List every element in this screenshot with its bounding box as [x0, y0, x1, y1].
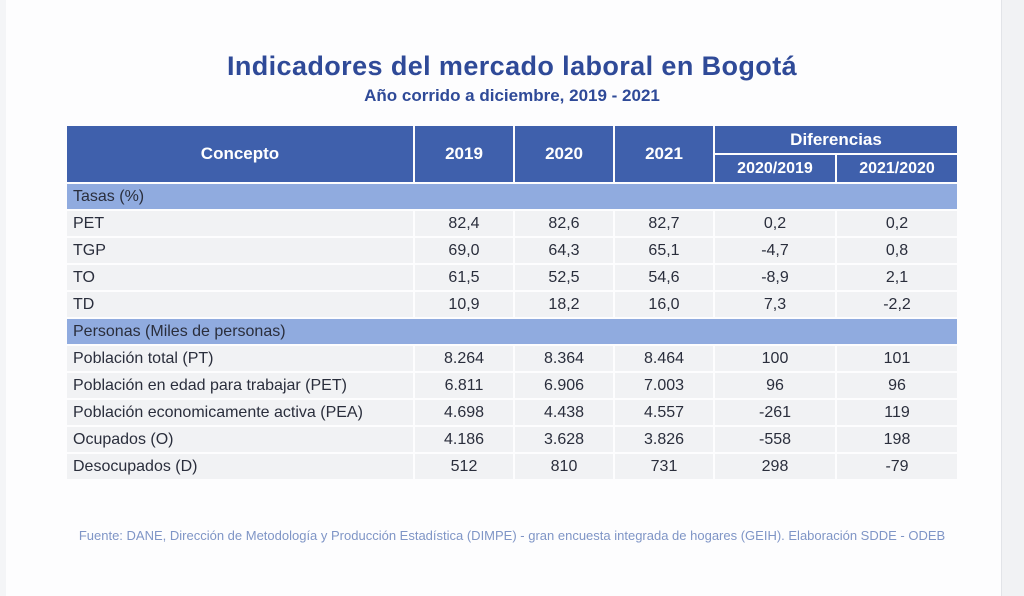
- cell-diff-2021-2020: 101: [837, 346, 958, 371]
- cell-2019: 8.264: [415, 346, 513, 371]
- cell-2021: 65,1: [615, 238, 713, 263]
- page-subtitle: Año corrido a diciembre, 2019 - 2021: [364, 86, 660, 105]
- cell-2021: 8.464: [615, 346, 713, 371]
- header-2019: 2019: [415, 126, 513, 182]
- row-concept: Población en edad para trabajar (PET): [67, 373, 413, 398]
- cell-diff-2021-2020: -79: [837, 454, 958, 479]
- cell-2020: 3.628: [515, 427, 613, 452]
- header-2020: 2020: [515, 126, 613, 182]
- cell-diff-2021-2020: -2,2: [837, 292, 958, 317]
- cell-2021: 54,6: [615, 265, 713, 290]
- cell-diff-2021-2020: 2,1: [837, 265, 958, 290]
- header-2021: 2021: [615, 126, 713, 182]
- cell-2020: 4.438: [515, 400, 613, 425]
- table-row: TD 10,9 18,2 16,0 7,3 -2,2: [67, 292, 958, 317]
- cell-2020: 18,2: [515, 292, 613, 317]
- table-row: TO 61,5 52,5 54,6 -8,9 2,1: [67, 265, 958, 290]
- header-2020-2019: 2020/2019: [715, 155, 835, 182]
- cell-2019: 6.811: [415, 373, 513, 398]
- table-row: PET 82,4 82,6 82,7 0,2 0,2: [67, 211, 958, 236]
- header-diferencias: Diferencias: [715, 126, 958, 153]
- row-concept: TD: [67, 292, 413, 317]
- section-label: Tasas (%): [67, 184, 958, 209]
- row-concept: Población economicamente activa (PEA): [67, 400, 413, 425]
- cell-2020: 52,5: [515, 265, 613, 290]
- cell-diff-2020-2019: -261: [715, 400, 835, 425]
- row-concept: TGP: [67, 238, 413, 263]
- cell-2020: 8.364: [515, 346, 613, 371]
- cell-2019: 82,4: [415, 211, 513, 236]
- table-row: Población total (PT) 8.264 8.364 8.464 1…: [67, 346, 958, 371]
- cell-2020: 6.906: [515, 373, 613, 398]
- source-note: Fuente: DANE, Dirección de Metodología y…: [78, 528, 946, 543]
- cell-diff-2020-2019: 100: [715, 346, 835, 371]
- cell-2019: 512: [415, 454, 513, 479]
- row-concept: TO: [67, 265, 413, 290]
- cell-2021: 82,7: [615, 211, 713, 236]
- cell-2020: 64,3: [515, 238, 613, 263]
- cell-diff-2020-2019: -558: [715, 427, 835, 452]
- cell-2019: 69,0: [415, 238, 513, 263]
- cell-2021: 16,0: [615, 292, 713, 317]
- table-row: Población en edad para trabajar (PET) 6.…: [67, 373, 958, 398]
- cell-diff-2021-2020: 198: [837, 427, 958, 452]
- cell-diff-2020-2019: 96: [715, 373, 835, 398]
- table-row: Ocupados (O) 4.186 3.628 3.826 -558 198: [67, 427, 958, 452]
- section-row-tasas: Tasas (%): [67, 184, 958, 209]
- page-title: Indicadores del mercado laboral en Bogot…: [226, 51, 798, 81]
- cell-2020: 810: [515, 454, 613, 479]
- header-concepto: Concepto: [67, 126, 413, 182]
- table-row: Desocupados (D) 512 810 731 298 -79: [67, 454, 958, 479]
- table-row: TGP 69,0 64,3 65,1 -4,7 0,8: [67, 238, 958, 263]
- cell-2019: 61,5: [415, 265, 513, 290]
- cell-2021: 3.826: [615, 427, 713, 452]
- labor-market-table: Concepto 2019 2020 2021 Diferencias 2020…: [65, 124, 959, 481]
- cell-diff-2020-2019: -8,9: [715, 265, 835, 290]
- cell-diff-2021-2020: 0,2: [837, 211, 958, 236]
- cell-diff-2020-2019: -4,7: [715, 238, 835, 263]
- cell-diff-2021-2020: 0,8: [837, 238, 958, 263]
- cell-2021: 4.557: [615, 400, 713, 425]
- cell-diff-2021-2020: 119: [837, 400, 958, 425]
- row-concept: Población total (PT): [67, 346, 413, 371]
- cell-2021: 731: [615, 454, 713, 479]
- table-row: Población economicamente activa (PEA) 4.…: [67, 400, 958, 425]
- cell-2019: 4.698: [415, 400, 513, 425]
- cell-2021: 7.003: [615, 373, 713, 398]
- header-2021-2020: 2021/2020: [837, 155, 958, 182]
- section-row-personas: Personas (Miles de personas): [67, 319, 958, 344]
- cell-2019: 4.186: [415, 427, 513, 452]
- cell-diff-2020-2019: 0,2: [715, 211, 835, 236]
- section-label: Personas (Miles de personas): [67, 319, 958, 344]
- cell-2019: 10,9: [415, 292, 513, 317]
- row-concept: Desocupados (D): [67, 454, 413, 479]
- cell-diff-2021-2020: 96: [837, 373, 958, 398]
- row-concept: Ocupados (O): [67, 427, 413, 452]
- row-concept: PET: [67, 211, 413, 236]
- left-edge: [0, 0, 6, 596]
- cell-diff-2020-2019: 298: [715, 454, 835, 479]
- cell-diff-2020-2019: 7,3: [715, 292, 835, 317]
- cell-2020: 82,6: [515, 211, 613, 236]
- right-edge: [1001, 0, 1024, 596]
